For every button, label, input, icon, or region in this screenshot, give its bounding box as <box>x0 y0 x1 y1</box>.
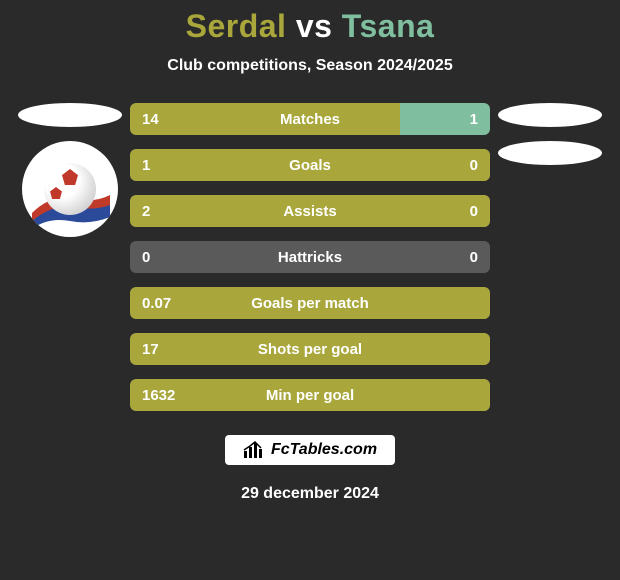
player1-club-badge <box>22 141 118 237</box>
stat-label: Shots per goal <box>130 341 490 358</box>
player1-name: Serdal <box>186 8 287 44</box>
stat-row: 141Matches <box>130 103 490 135</box>
left-side-col <box>10 103 130 237</box>
player2-name: Tsana <box>342 8 435 44</box>
stat-row: 17Shots per goal <box>130 333 490 365</box>
player2-club-placeholder <box>498 141 602 165</box>
stat-row: 00Hattricks <box>130 241 490 273</box>
brand-logo[interactable]: FcTables.com <box>225 435 395 465</box>
stat-row: 1632Min per goal <box>130 379 490 411</box>
brand-text: FcTables.com <box>271 441 377 459</box>
stat-label: Matches <box>130 111 490 128</box>
page-title: Serdal vs Tsana <box>186 8 435 45</box>
stat-row: 20Assists <box>130 195 490 227</box>
stat-label: Hattricks <box>130 249 490 266</box>
soccer-ball-icon <box>44 163 96 215</box>
stat-row: 10Goals <box>130 149 490 181</box>
player1-badge-placeholder <box>18 103 122 127</box>
subtitle: Club competitions, Season 2024/2025 <box>167 57 452 75</box>
right-side-col <box>490 103 610 165</box>
player2-badge-placeholder <box>498 103 602 127</box>
stat-label: Goals <box>130 157 490 174</box>
stat-label: Min per goal <box>130 387 490 404</box>
footer-date: 29 december 2024 <box>241 485 379 503</box>
stats-bars: 141Matches 10Goals 20Assists 00Hattricks 0.0… <box>130 103 490 411</box>
stat-row: 0.07Goals per match <box>130 287 490 319</box>
bar-chart-icon <box>243 441 265 459</box>
stat-label: Assists <box>130 203 490 220</box>
vs-text: vs <box>296 8 333 44</box>
stat-label: Goals per match <box>130 295 490 312</box>
